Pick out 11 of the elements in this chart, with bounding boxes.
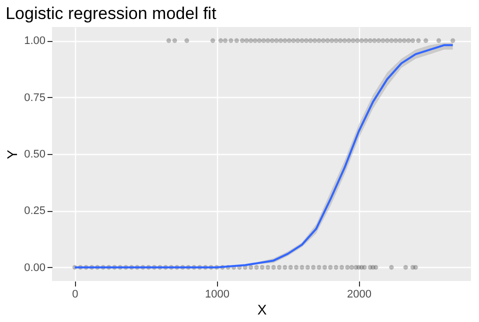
chart-title: Logistic regression model fit xyxy=(6,4,217,23)
x-tick-label: 0 xyxy=(72,288,78,300)
y-axis-title: Y xyxy=(4,149,20,160)
y-tick-label: 0.00 xyxy=(24,262,46,274)
x-axis-title: X xyxy=(257,302,268,318)
x-tick-label: 1000 xyxy=(205,288,230,300)
y-tick-label: 1.00 xyxy=(24,35,46,48)
y-tick-label: 0.75 xyxy=(24,92,46,104)
x-tick-label: 2000 xyxy=(347,288,372,300)
y-tick-label: 0.50 xyxy=(24,148,46,160)
y-tick-label: 0.25 xyxy=(24,205,46,218)
